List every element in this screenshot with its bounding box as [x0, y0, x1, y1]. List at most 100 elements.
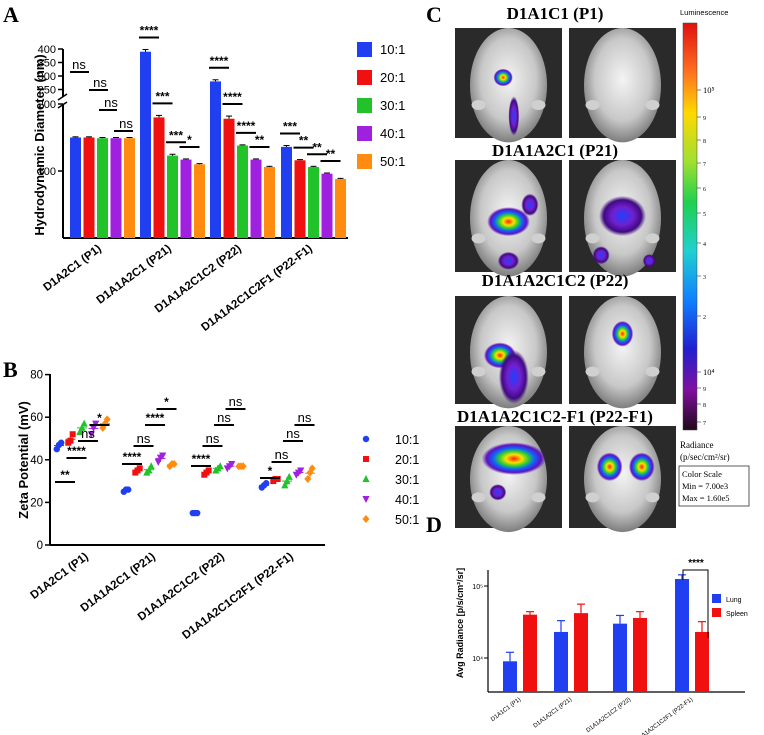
- panel-b-significance-label: ns: [286, 426, 300, 441]
- panel-b-significance-label: ns: [206, 431, 220, 446]
- panel-d-significance: ****: [682, 558, 709, 638]
- panel-a-significance-label: ns: [72, 57, 86, 72]
- panel-a-bar: [321, 173, 333, 238]
- panel-b-point: [69, 431, 76, 438]
- panel-a-x-tick-labels: D1A2C1 (P1)D1A1A2C1 (P21)D1A1A2C1C2 (P22…: [41, 243, 314, 334]
- panel-a-significance-label: ***: [283, 120, 297, 134]
- panel-d-legend-swatch: [712, 594, 721, 603]
- panel-d-bar: [574, 613, 588, 692]
- panel-a-bar: [210, 101, 221, 238]
- panel-a-y-axis-label: Hydrodynamic Diameter (nm): [32, 54, 47, 235]
- panel-b-x-tick-label: D1A1A2C1C2F1 (P22-F1): [180, 551, 296, 642]
- panel-b-significance-label: ****: [67, 444, 86, 458]
- panel-a-legend-label: 10:1: [380, 42, 405, 57]
- panel-d-y-tick-label: 10⁵: [472, 584, 483, 591]
- panel-a-bar: [180, 159, 192, 238]
- panel-b-point: [362, 435, 370, 443]
- panel-c-mouse-paw: [585, 492, 600, 503]
- colorbar-tick-label: 2: [703, 315, 706, 321]
- panel-b-point: [281, 481, 289, 489]
- panel-a-legend-swatch: [357, 126, 372, 141]
- panel-d-legend-label: Spleen: [726, 611, 748, 618]
- panel-a-y-tick-label: 200: [38, 99, 56, 111]
- panel-b-significance-label: ****: [146, 411, 165, 425]
- panel-c-mouse-paw: [645, 100, 660, 110]
- panel-b-point: [304, 474, 312, 483]
- color-scale-max: Max = 1.60e5: [682, 493, 730, 503]
- panel-b-point: [103, 415, 111, 424]
- panel-c-luminescence-signal: [611, 320, 634, 347]
- panel-d-bar: [554, 631, 568, 692]
- luminescence-colorbar: 10⁵ 9 8 7 6 5 4 3 2 10⁴ 9 8 7: [682, 22, 715, 431]
- panel-d-x-tick-label: D1A1C1 (P1): [490, 697, 522, 723]
- panel-d-bar: [503, 661, 517, 692]
- panel-c-mouse-paw: [531, 233, 546, 244]
- panel-c-row-title: D1A1A2C1 (P21): [492, 141, 618, 160]
- panel-d-legend: Lung Spleen: [712, 594, 748, 618]
- panel-a-bar: [281, 146, 292, 238]
- panel-b-point: [76, 428, 84, 436]
- panel-c-luminescence-signal: [497, 251, 520, 270]
- panel-d-legend-label: Lung: [726, 597, 742, 604]
- color-scale-title: Color Scale: [682, 469, 722, 479]
- panel-b-point: [285, 472, 293, 480]
- panel-b-point: [362, 496, 370, 503]
- panel-a: A Hydrodynamic Diameter (nm) 100 200 250 30…: [3, 2, 405, 334]
- panel-b-y-axis-label: Zeta Potential (mV): [16, 401, 31, 519]
- panel-d-significance-label: ****: [688, 558, 704, 569]
- panel-d-bar: [523, 614, 537, 692]
- panel-a-bar-upper: [140, 51, 151, 103]
- panel-a-legend-swatch: [357, 98, 372, 113]
- panel-label-d: D: [426, 512, 442, 537]
- panel-b-point: [263, 480, 270, 487]
- panel-b-x-tick-label: D1A2C1 (P1): [28, 551, 90, 602]
- panel-b-point: [80, 419, 88, 427]
- panel-c-luminescence-signal: [628, 452, 655, 482]
- panel-b-point: [363, 456, 369, 462]
- panel-b-significance-label: ****: [123, 450, 142, 464]
- panel-d-bar: [633, 617, 647, 692]
- panel-a-significance-label: **: [312, 140, 322, 154]
- panel-a-x-tick-label: D1A1A2C1C2F1 (P22-F1): [199, 243, 315, 334]
- panel-a-bar: [97, 138, 108, 238]
- panel-b-significance-label: *: [97, 411, 102, 425]
- colorbar-tick-label: 7: [703, 421, 706, 427]
- panel-d-legend-swatch: [712, 608, 721, 617]
- panel-c-luminescence-signal: [498, 350, 529, 404]
- panel-a-bar: [124, 138, 135, 238]
- panel-a-y-tick-label: 400: [38, 44, 56, 56]
- panel-c-mouse-paw: [531, 100, 546, 110]
- panel-b-point: [87, 431, 95, 439]
- panel-a-y-tick-label: 350: [38, 58, 56, 70]
- panel-a-significance-label: ****: [210, 54, 229, 68]
- colorbar-title: Luminescence: [680, 8, 728, 17]
- panel-a-bar-upper: [210, 81, 221, 103]
- panel-a-bar: [294, 160, 306, 238]
- panel-b-significance-label: ns: [298, 410, 312, 425]
- panel-b-significance-label: *: [268, 464, 273, 478]
- panel-c-luminescence-signal: [521, 193, 539, 216]
- panel-b-point: [159, 452, 167, 460]
- panel-a-legend-swatch: [357, 70, 372, 85]
- panel-a-bar: [140, 101, 151, 238]
- panel-b-point: [308, 464, 316, 473]
- color-scale-box: [678, 465, 750, 507]
- colorbar-tick-label: 4: [703, 242, 706, 248]
- panel-c-mouse-body: [583, 27, 662, 143]
- panel-a-significance-label: **: [326, 147, 336, 161]
- panel-a-significance-label: ns: [104, 95, 118, 110]
- panel-d-bars: [503, 574, 709, 692]
- panel-b-point: [297, 467, 305, 475]
- panel-c: C D1A1C1 (P1) D1A1A2C1 (P21) D1A1A2C1C2 (P…: [426, 2, 750, 533]
- panel-b-point: [216, 462, 224, 470]
- panel-b-significance-label: **: [60, 468, 70, 482]
- panel-b-point: [145, 466, 153, 474]
- radiance-label-line2: (p/sec/cm²/sr): [680, 452, 730, 462]
- panel-a-significance-label: ns: [119, 116, 133, 131]
- panel-c-mouse-paw: [585, 366, 600, 377]
- panel-d-bar: [613, 623, 627, 692]
- panel-b-point: [170, 460, 178, 469]
- panel-c-luminescence-signal: [592, 246, 610, 265]
